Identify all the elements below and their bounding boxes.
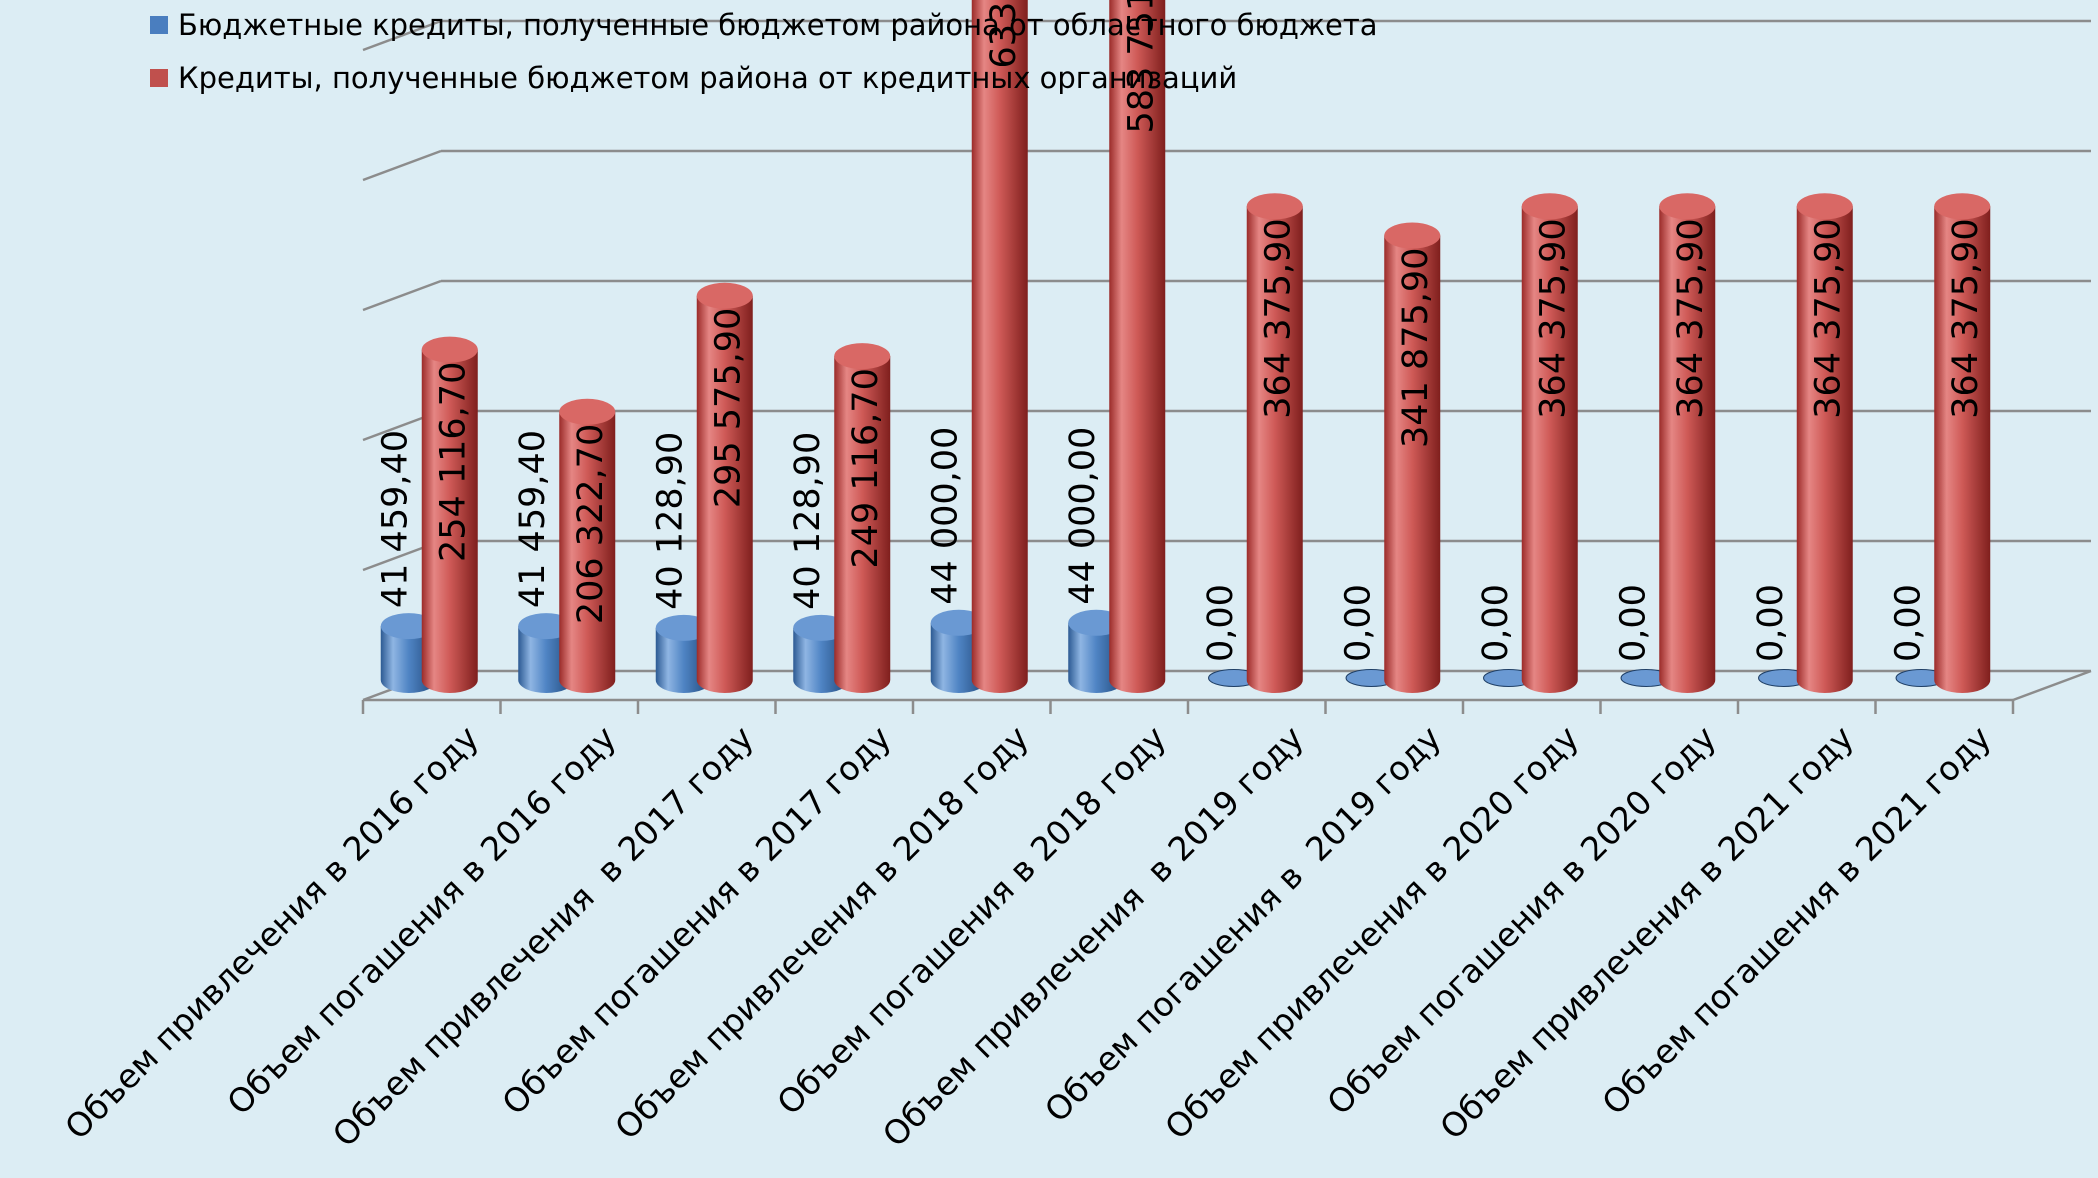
data-label-series-1: 41 459,40 xyxy=(513,430,553,608)
bar-series-2 xyxy=(1246,193,1303,693)
bar-series-2 xyxy=(421,336,478,693)
data-label-series-2: 295 575,90 xyxy=(709,308,749,508)
data-label-series-1: 0,00 xyxy=(1476,584,1516,662)
gridline-side xyxy=(362,149,442,182)
bar-series-2 xyxy=(1109,0,1166,693)
legend-label-series-1: Бюджетные кредиты, полученные бюджетом р… xyxy=(178,8,1378,42)
bar-series-2 xyxy=(1796,193,1853,693)
data-label-series-1: 44 000,00 xyxy=(926,427,966,605)
data-label-series-2: 249 116,70 xyxy=(846,368,886,568)
bar-series-2 xyxy=(1659,193,1716,693)
data-label-series-1: 0,00 xyxy=(1338,584,1378,662)
bar-series-2 xyxy=(696,282,753,693)
bar-series-2 xyxy=(1384,222,1441,693)
value-labels: 41 459,40 254 116,70 41 459,40 206 322,70 40… xyxy=(376,0,1987,662)
data-label-series-1: 0,00 xyxy=(1751,584,1791,662)
bar-series-2 xyxy=(559,398,616,693)
legend-swatch-series-2 xyxy=(150,69,168,87)
x-axis xyxy=(361,669,2092,714)
data-label-series-2: 583 751,80 xyxy=(1121,0,1161,134)
data-label-series-1: 40 128,90 xyxy=(651,432,691,610)
data-label-series-2: 364 375,90 xyxy=(1946,218,1986,418)
legend-label-series-2: Кредиты, полученные бюджетом района от к… xyxy=(178,61,1237,95)
data-label-series-1: 40 128,90 xyxy=(788,432,828,610)
data-label-series-1: 41 459,40 xyxy=(376,430,416,608)
data-label-series-1: 0,00 xyxy=(1201,584,1241,662)
floor-edge xyxy=(2012,669,2092,702)
bars xyxy=(380,0,1991,693)
data-label-series-2: 341 875,90 xyxy=(1396,248,1436,448)
legend: Бюджетные кредиты, полученные бюджетом р… xyxy=(150,8,1378,95)
data-label-series-2: 633 751,80 xyxy=(984,0,1024,69)
data-label-series-2: 364 375,90 xyxy=(1259,218,1299,418)
data-label-series-2: 364 375,90 xyxy=(1534,218,1574,418)
legend-swatch-series-1 xyxy=(150,16,168,34)
bar-series-2 xyxy=(1521,193,1578,693)
data-label-series-2: 206 322,70 xyxy=(571,424,611,624)
bar-series-2 xyxy=(834,343,891,693)
gridline-side xyxy=(362,279,442,312)
data-label-series-2: 364 375,90 xyxy=(1809,218,1849,418)
gridline-side xyxy=(362,19,442,52)
bar-series-2 xyxy=(1934,193,1991,693)
data-label-series-2: 254 116,70 xyxy=(434,362,474,562)
data-label-series-1: 44 000,00 xyxy=(1063,427,1103,605)
data-label-series-1: 0,00 xyxy=(1888,584,1928,662)
data-label-series-1: 0,00 xyxy=(1613,584,1653,662)
data-label-series-2: 364 375,90 xyxy=(1671,218,1711,418)
bar-series-2 xyxy=(971,0,1028,693)
